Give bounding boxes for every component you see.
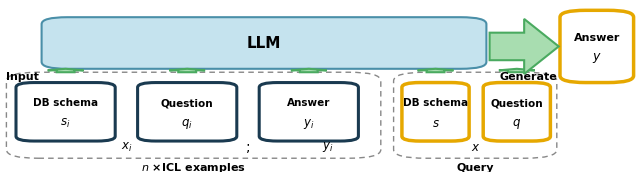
Text: $n$ ×ICL examples: $n$ ×ICL examples — [141, 161, 246, 172]
FancyBboxPatch shape — [402, 83, 469, 141]
Text: $y_i$: $y_i$ — [323, 140, 333, 154]
Text: ;: ; — [246, 140, 250, 154]
FancyBboxPatch shape — [483, 83, 550, 141]
Text: $x$: $x$ — [470, 141, 480, 154]
Polygon shape — [417, 69, 453, 72]
Polygon shape — [291, 69, 327, 72]
Text: $y$: $y$ — [592, 51, 602, 66]
Text: $q$: $q$ — [512, 117, 522, 131]
Text: DB schema: DB schema — [403, 98, 468, 108]
Text: $s_i$: $s_i$ — [60, 117, 71, 130]
FancyBboxPatch shape — [6, 72, 381, 158]
FancyBboxPatch shape — [42, 17, 486, 69]
Text: $s$: $s$ — [431, 117, 440, 130]
FancyBboxPatch shape — [259, 83, 358, 141]
Text: $q_i$: $q_i$ — [181, 117, 193, 131]
Text: Generate: Generate — [499, 72, 557, 82]
Polygon shape — [499, 69, 535, 72]
Polygon shape — [490, 19, 559, 74]
Text: Question: Question — [161, 98, 214, 108]
Polygon shape — [169, 69, 205, 72]
FancyBboxPatch shape — [138, 83, 237, 141]
Text: Answer: Answer — [287, 98, 330, 108]
Polygon shape — [48, 69, 84, 72]
Text: Answer: Answer — [573, 33, 620, 43]
FancyBboxPatch shape — [394, 72, 557, 158]
Text: Input: Input — [6, 72, 39, 82]
Text: LLM: LLM — [247, 35, 281, 51]
FancyBboxPatch shape — [16, 83, 115, 141]
Text: $x_i$: $x_i$ — [121, 141, 132, 154]
Text: Query: Query — [456, 163, 494, 172]
Text: DB schema: DB schema — [33, 98, 98, 108]
Text: $y_i$: $y_i$ — [303, 117, 314, 131]
FancyBboxPatch shape — [560, 10, 634, 83]
Text: Question: Question — [490, 98, 543, 108]
